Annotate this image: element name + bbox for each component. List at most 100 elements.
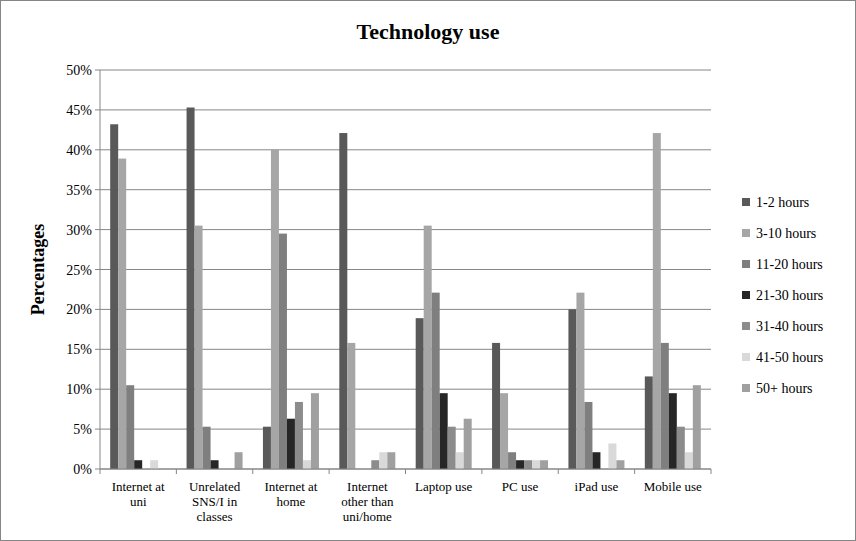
bar xyxy=(432,293,440,469)
y-tick-label: 5% xyxy=(73,422,92,437)
bar xyxy=(508,452,516,469)
bar xyxy=(371,460,379,469)
legend-label: 3-10 hours xyxy=(756,226,816,241)
bar xyxy=(568,309,576,469)
y-tick-label: 10% xyxy=(66,382,92,397)
bar xyxy=(516,460,524,469)
x-tick-label: Internet athome xyxy=(264,479,317,509)
bar xyxy=(685,452,693,469)
bar xyxy=(295,402,303,469)
bar xyxy=(387,452,395,469)
label-line: uni xyxy=(130,494,147,509)
legend-swatch xyxy=(742,322,750,330)
bar xyxy=(653,133,661,469)
label-line: Laptop use xyxy=(415,479,473,494)
bar xyxy=(347,343,355,469)
legend-label: 11-20 hours xyxy=(756,257,823,272)
grid-line xyxy=(100,70,711,71)
legend-swatch xyxy=(742,260,750,268)
y-tick-label: 0% xyxy=(73,462,92,477)
bar xyxy=(271,150,279,469)
bar xyxy=(532,460,540,469)
y-tick xyxy=(95,109,100,110)
label-line: other than xyxy=(341,494,394,509)
x-tick xyxy=(252,469,253,474)
y-tick-label: 25% xyxy=(66,263,92,278)
bar xyxy=(263,427,271,469)
bar xyxy=(339,133,347,469)
legend-label: 31-40 hours xyxy=(756,319,823,334)
bar xyxy=(126,385,134,469)
x-tick xyxy=(558,469,559,474)
y-tick-label: 20% xyxy=(66,302,92,317)
x-tick xyxy=(711,469,712,474)
label-line: classes xyxy=(197,509,233,524)
bar xyxy=(195,226,203,469)
bar xyxy=(592,452,600,469)
x-tick xyxy=(176,469,177,474)
chart: Technology usePercentages0%5%10%15%20%25… xyxy=(0,0,856,541)
x-tick-label: Mobile use xyxy=(644,479,702,494)
legend-label: 21-30 hours xyxy=(756,288,823,303)
x-tick-label: iPad use xyxy=(575,479,619,494)
bar xyxy=(303,460,311,469)
label-line: Internet at xyxy=(264,479,317,494)
legend-label: 1-2 hours xyxy=(756,195,809,210)
bar xyxy=(118,159,126,469)
bar xyxy=(677,427,685,469)
bar xyxy=(134,460,142,469)
label-line: Internet at xyxy=(112,479,165,494)
bar xyxy=(661,343,669,469)
bar xyxy=(440,393,448,469)
x-tick xyxy=(405,469,406,474)
label-line: Mobile use xyxy=(644,479,702,494)
bar xyxy=(584,402,592,469)
y-tick xyxy=(95,149,100,150)
bar xyxy=(464,419,472,469)
x-tick xyxy=(100,469,101,474)
bar xyxy=(524,460,532,469)
bar xyxy=(500,393,508,469)
y-tick-label: 30% xyxy=(66,223,92,238)
bar xyxy=(279,234,287,469)
bar xyxy=(448,427,456,469)
bar xyxy=(645,376,653,469)
x-tick-label: PC use xyxy=(502,479,539,494)
bar xyxy=(416,318,424,469)
label-line: uni/home xyxy=(343,509,392,524)
bar xyxy=(608,443,616,469)
x-tick-label: UnrelatedSNS/I inclasses xyxy=(189,479,241,524)
x-tick-label: Internet atuni xyxy=(112,479,165,509)
label-line: PC use xyxy=(502,479,539,494)
bar xyxy=(693,385,701,469)
x-tick xyxy=(634,469,635,474)
legend-swatch xyxy=(742,353,750,361)
bar xyxy=(235,452,243,469)
y-tick xyxy=(95,309,100,310)
y-axis-line xyxy=(100,70,101,469)
bar xyxy=(211,460,219,469)
bar xyxy=(287,419,295,469)
y-tick xyxy=(95,469,100,470)
bar xyxy=(616,460,624,469)
bar xyxy=(150,460,158,469)
y-tick xyxy=(95,389,100,390)
bar xyxy=(187,108,195,469)
y-tick xyxy=(95,189,100,190)
bar xyxy=(492,343,500,469)
legend-swatch xyxy=(742,384,750,392)
y-tick xyxy=(95,229,100,230)
legend-label: 50+ hours xyxy=(756,381,813,396)
legend-swatch xyxy=(742,291,750,299)
y-tick-label: 40% xyxy=(66,143,92,158)
x-tick xyxy=(329,469,330,474)
bar xyxy=(379,452,387,469)
bar xyxy=(669,393,677,469)
legend-label: 41-50 hours xyxy=(756,350,823,365)
label-line: Internet xyxy=(347,479,388,494)
legend-swatch xyxy=(742,198,750,206)
legend-swatch xyxy=(742,229,750,237)
bar xyxy=(203,427,211,469)
title: Technology use xyxy=(357,19,500,44)
x-tick xyxy=(481,469,482,474)
